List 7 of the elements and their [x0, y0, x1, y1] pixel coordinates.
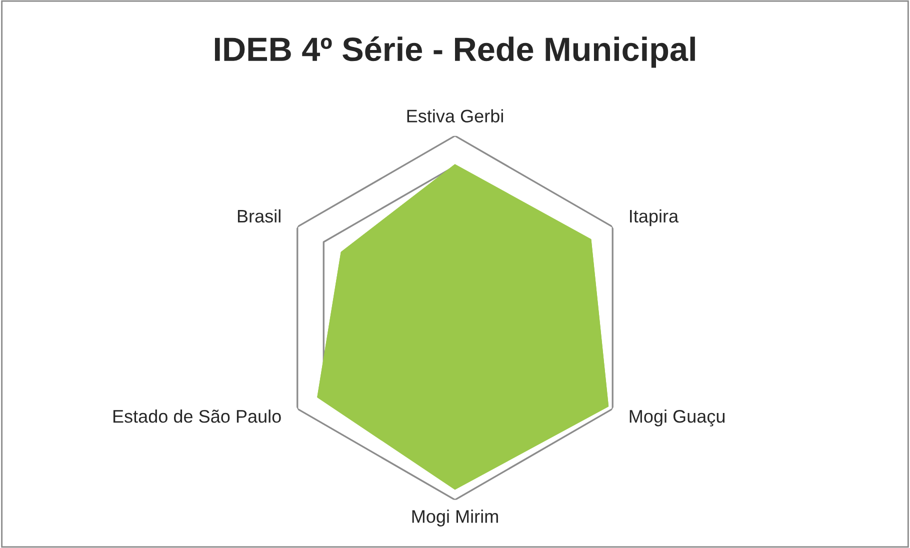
spoke-label: Itapira	[630, 209, 679, 226]
spoke-label: Brasil	[238, 209, 280, 223]
spoke-label: Estiva Gerbi	[407, 109, 503, 122]
spoke-label: Estado de São Paulo	[113, 410, 281, 423]
spoke-label: Mogi Mirim	[412, 510, 498, 526]
chart-title: IDEB 4º Série - Rede Municipal	[214, 36, 695, 68]
spoke-label: Mogi Guaçu	[630, 409, 725, 426]
